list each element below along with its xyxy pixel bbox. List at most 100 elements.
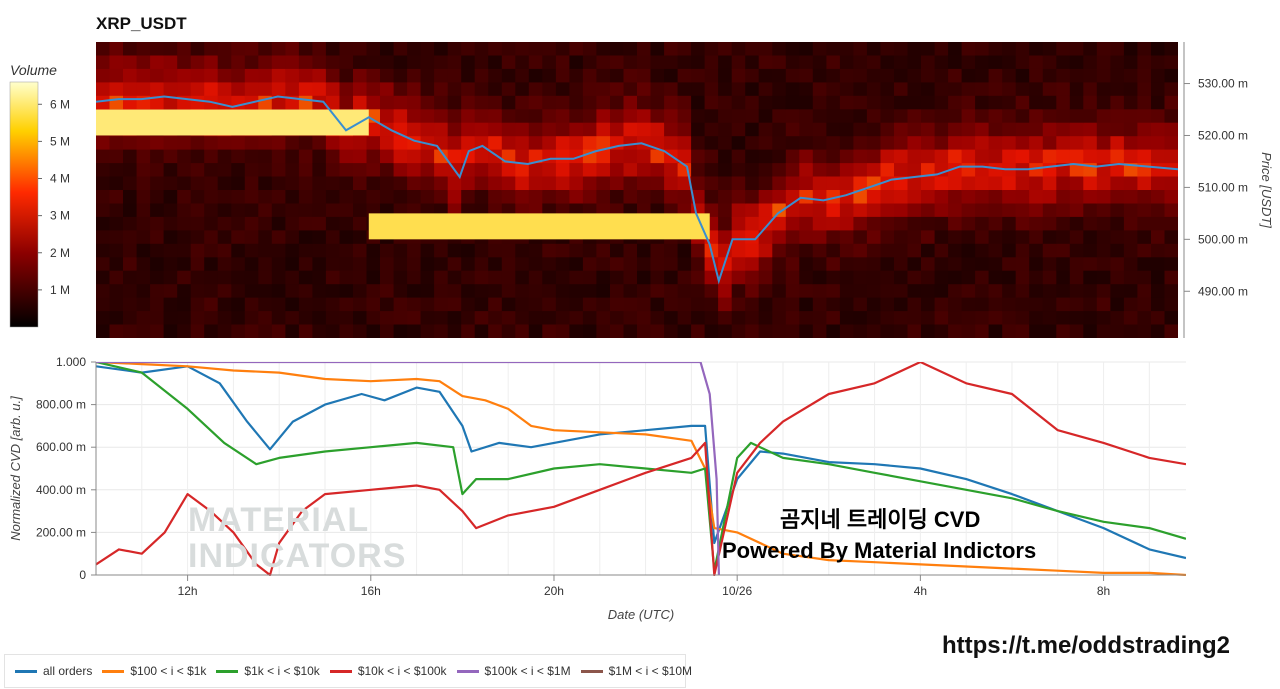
heatmap-cell	[596, 243, 611, 258]
heatmap-cell	[123, 68, 138, 83]
heatmap-cell	[866, 216, 881, 231]
heatmap-cell	[1164, 311, 1178, 326]
heatmap-cell	[907, 55, 922, 70]
heatmap-cell	[447, 68, 462, 83]
heatmap-cell	[96, 257, 111, 272]
heatmap-cell	[1069, 243, 1084, 258]
heatmap-cell	[785, 122, 800, 137]
heatmap-cell	[853, 230, 868, 245]
heatmap-cell	[190, 163, 205, 178]
heatmap-cell	[528, 284, 543, 299]
legend-item[interactable]: all orders	[15, 664, 92, 678]
heatmap-cell	[961, 270, 976, 285]
heatmap-cell	[190, 176, 205, 191]
heatmap-cell	[353, 68, 368, 83]
heatmap-cell	[596, 297, 611, 312]
heatmap-cell	[150, 297, 165, 312]
price-line	[96, 95, 1178, 285]
heatmap-cell	[109, 42, 124, 57]
heatmap-cell	[894, 176, 909, 191]
heatmap-cell	[677, 176, 692, 191]
heatmap-cell	[948, 68, 963, 83]
heatmap-cell	[380, 284, 395, 299]
heatmap-cell	[244, 68, 259, 83]
heatmap-cell	[839, 109, 854, 124]
heatmap-cell	[731, 190, 746, 205]
heatmap-cell	[623, 109, 638, 124]
heatmap-cell	[96, 163, 111, 178]
heatmap-cell	[1137, 82, 1152, 97]
cvd-x-tick-label: 16h	[361, 584, 381, 598]
heatmap-cell	[1110, 284, 1125, 299]
heatmap-cell	[244, 42, 259, 57]
heatmap-cell	[474, 176, 489, 191]
heatmap-cell	[866, 297, 881, 312]
heatmap-cell	[1002, 55, 1017, 70]
heatmap-cell	[136, 324, 151, 338]
heatmap-cell	[123, 230, 138, 245]
heatmap-cell	[961, 203, 976, 218]
heatmap-cell	[1164, 257, 1178, 272]
heatmap-cell	[407, 55, 422, 70]
heatmap-cell	[637, 311, 652, 326]
heatmap-cell	[150, 230, 165, 245]
legend-item[interactable]: $100 < i < $1k	[102, 664, 206, 678]
heatmap-cell	[785, 149, 800, 164]
heatmap-cell	[312, 284, 327, 299]
heatmap-cell	[921, 68, 936, 83]
heatmap-cell	[799, 216, 814, 231]
heatmap-cell	[461, 176, 476, 191]
telegram-link[interactable]: https://t.me/oddstrading2	[942, 632, 1230, 659]
heatmap-cell	[461, 95, 476, 110]
heatmap-cell	[285, 149, 300, 164]
heatmap-cell	[190, 95, 205, 110]
heatmap-cell	[366, 176, 381, 191]
heatmap-cell	[1042, 109, 1057, 124]
heatmap-cell	[1123, 230, 1138, 245]
legend-item[interactable]: $10k < i < $100k	[329, 664, 447, 678]
heatmap-cell	[555, 243, 570, 258]
heatmap-cell	[988, 149, 1003, 164]
heatmap-cell	[190, 243, 205, 258]
heatmap-cell	[555, 190, 570, 205]
price-axis-tick-label: 530.00 m	[1198, 77, 1248, 91]
heatmap-cell	[393, 82, 408, 97]
heatmap-cell	[380, 95, 395, 110]
cvd-x-axis-label: Date (UTC)	[608, 607, 674, 622]
heatmap-cell	[150, 136, 165, 151]
legend-item[interactable]: $1M < i < $10M	[580, 664, 692, 678]
heatmap-cell	[123, 163, 138, 178]
heatmap-cell	[1137, 243, 1152, 258]
heatmap-cell	[866, 42, 881, 57]
heatmap-cell	[231, 284, 246, 299]
heatmap-cell	[1015, 324, 1030, 338]
heatmap-cell	[1056, 243, 1071, 258]
heatmap-cell	[339, 270, 354, 285]
heatmap-cell	[1123, 163, 1138, 178]
legend-item[interactable]: $1k < i < $10k	[216, 664, 320, 678]
heatmap-cell	[1123, 297, 1138, 312]
heatmap-cell	[285, 284, 300, 299]
heatmap-cell	[758, 230, 773, 245]
legend-item[interactable]: $100k < i < $1M	[456, 664, 571, 678]
heatmap-cell	[731, 230, 746, 245]
heatmap-cell	[109, 284, 124, 299]
heatmap-cell	[731, 257, 746, 272]
heatmap-cell	[596, 68, 611, 83]
heatmap-cell	[799, 243, 814, 258]
heatmap-cell	[123, 190, 138, 205]
heatmap-cell	[826, 190, 841, 205]
heatmap-cell	[1123, 284, 1138, 299]
heatmap-cell	[988, 257, 1003, 272]
heatmap-cell	[1029, 136, 1044, 151]
heatmap-cell	[745, 163, 760, 178]
heatmap-cell	[921, 297, 936, 312]
cvd-y-axis-label: Normalized CVD [arb. u.]	[8, 396, 23, 541]
heatmap-cell	[434, 176, 449, 191]
heatmap-cell	[610, 311, 625, 326]
heatmap-cell	[366, 297, 381, 312]
heatmap-cell	[1110, 203, 1125, 218]
heatmap-cell	[610, 270, 625, 285]
heatmap-cell	[1137, 203, 1152, 218]
heatmap-cell	[1015, 42, 1030, 57]
